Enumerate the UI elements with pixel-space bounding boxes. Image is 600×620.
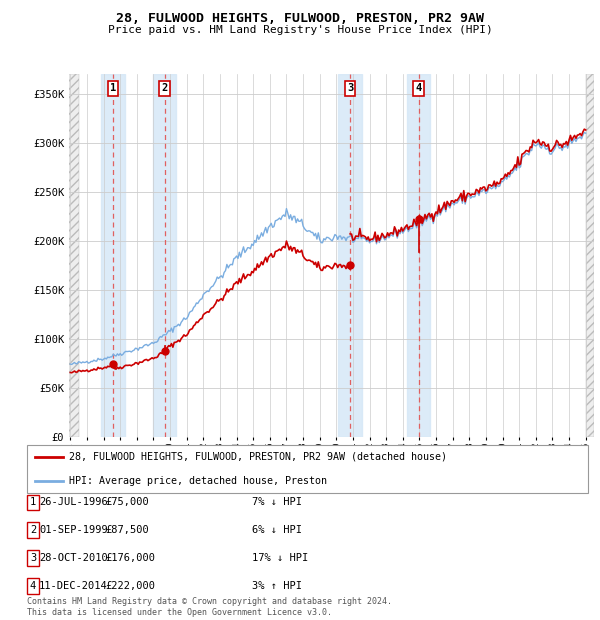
Text: 7% ↓ HPI: 7% ↓ HPI	[252, 497, 302, 507]
Text: £222,000: £222,000	[105, 581, 155, 591]
Text: 28-OCT-2010: 28-OCT-2010	[39, 553, 108, 563]
Text: 4: 4	[30, 581, 36, 591]
Text: 4: 4	[415, 84, 422, 94]
Text: £176,000: £176,000	[105, 553, 155, 563]
Text: £75,000: £75,000	[105, 497, 149, 507]
Text: 2: 2	[161, 84, 168, 94]
Text: Contains HM Land Registry data © Crown copyright and database right 2024.
This d: Contains HM Land Registry data © Crown c…	[27, 598, 392, 617]
Text: 11-DEC-2014: 11-DEC-2014	[39, 581, 108, 591]
Text: 3% ↑ HPI: 3% ↑ HPI	[252, 581, 302, 591]
Text: Price paid vs. HM Land Registry's House Price Index (HPI): Price paid vs. HM Land Registry's House …	[107, 25, 493, 35]
Text: 3: 3	[30, 553, 36, 563]
Text: 2: 2	[30, 525, 36, 535]
Text: 1: 1	[30, 497, 36, 507]
Bar	[338, 74, 362, 437]
Text: 17% ↓ HPI: 17% ↓ HPI	[252, 553, 308, 563]
Text: 6% ↓ HPI: 6% ↓ HPI	[252, 525, 302, 535]
Text: 26-JUL-1996: 26-JUL-1996	[39, 497, 108, 507]
Text: 01-SEP-1999: 01-SEP-1999	[39, 525, 108, 535]
Text: 28, FULWOOD HEIGHTS, FULWOOD, PRESTON, PR2 9AW: 28, FULWOOD HEIGHTS, FULWOOD, PRESTON, P…	[116, 12, 484, 25]
Bar	[153, 74, 176, 437]
Text: 28, FULWOOD HEIGHTS, FULWOOD, PRESTON, PR2 9AW (detached house): 28, FULWOOD HEIGHTS, FULWOOD, PRESTON, P…	[69, 451, 447, 462]
Text: 3: 3	[347, 84, 353, 94]
FancyBboxPatch shape	[27, 445, 588, 493]
Text: 1: 1	[110, 84, 116, 94]
Bar	[101, 74, 125, 437]
Text: £87,500: £87,500	[105, 525, 149, 535]
Bar	[407, 74, 430, 437]
Text: HPI: Average price, detached house, Preston: HPI: Average price, detached house, Pres…	[69, 476, 327, 486]
